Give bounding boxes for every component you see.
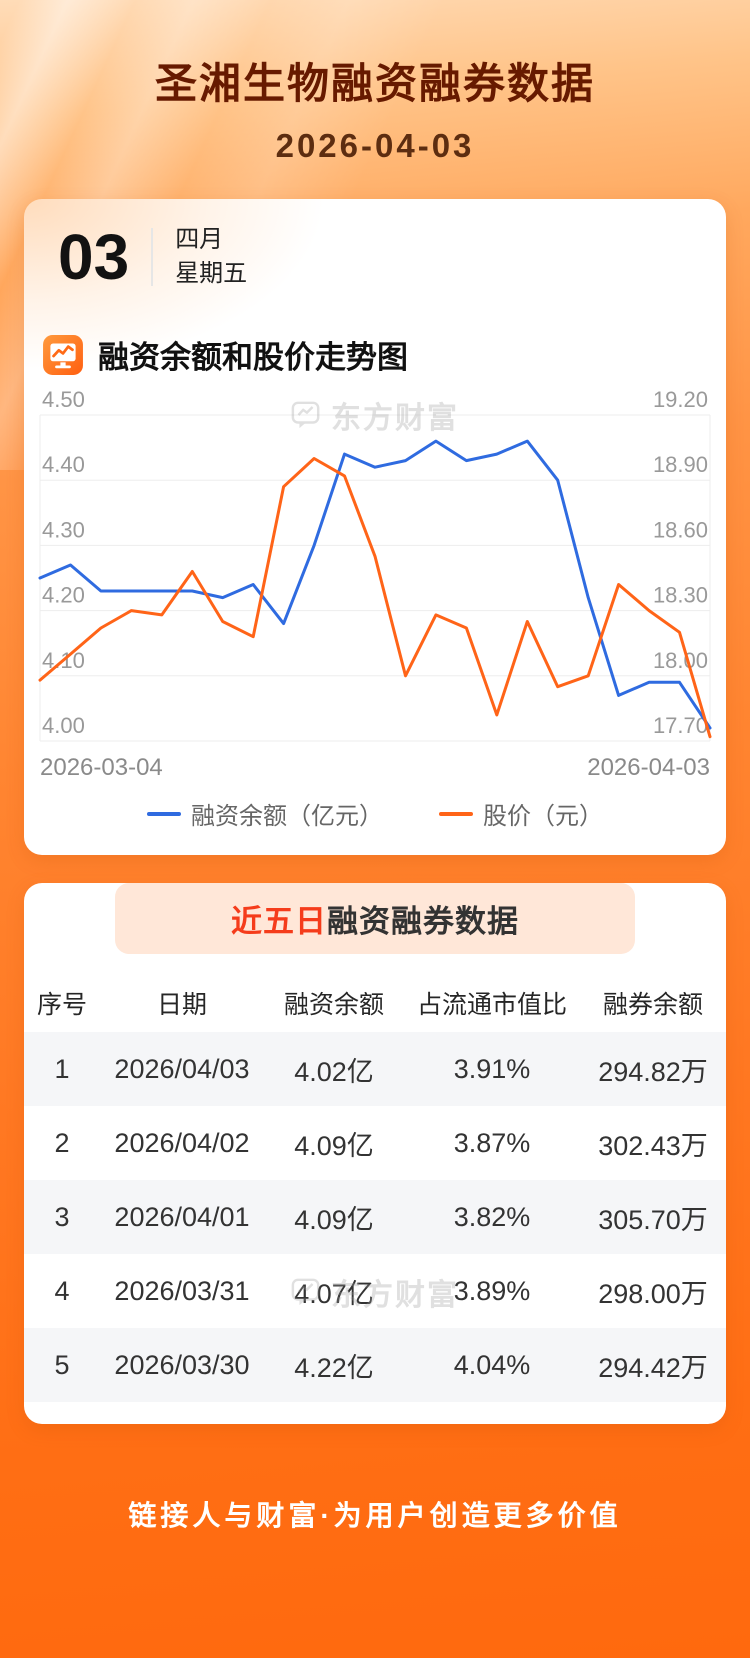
calendar-divider [151, 227, 154, 286]
table-cell: 3.91% [453, 1053, 531, 1084]
table-header-row: 序号 日期 融资余额 占流通市值比 融券余额 [24, 974, 726, 1032]
table-row: 2 2026/04/02 4.09亿 3.87% 302.43万 [24, 1106, 726, 1180]
table-cell: 4.04% [453, 1349, 531, 1380]
svg-text:18.60: 18.60 [653, 518, 708, 543]
footer-slogan: 链接人与财富·为用户创造更多价值 [128, 1500, 622, 1531]
table-row: 5 2026/03/30 4.22亿 4.04% 294.42万 [24, 1328, 726, 1403]
table-cell: 2026/03/30 [114, 1349, 250, 1380]
table-header-cell: 日期 [156, 991, 207, 1020]
table-cell: 294.42万 [598, 1352, 708, 1383]
svg-text:2026-03-04: 2026-03-04 [40, 754, 163, 781]
table-cell: 4.02亿 [294, 1056, 374, 1087]
svg-text:4.50: 4.50 [42, 387, 85, 412]
calendar-weekday: 星期五 [175, 259, 248, 287]
trend-chart: 4.50 19.204.40 18.904.30 18.604.20 18.304.10… [38, 387, 712, 781]
table-cell: 4.09亿 [294, 1130, 374, 1161]
svg-text:4.20: 4.20 [42, 583, 85, 608]
table-header-cell: 占流通市值比 [416, 991, 567, 1020]
svg-text:4.00: 4.00 [42, 713, 85, 738]
table-cell: 2 [54, 1127, 70, 1158]
calendar-day: 03 [58, 220, 130, 293]
chart-area: 东方财富 4.50 19.20 4.40 18.90 4.30 18.60 4.20 18.3… [24, 385, 726, 790]
chart-section-header: 融资余额和股价走势图 [42, 332, 726, 377]
table-cell: 294.82万 [598, 1056, 708, 1087]
table-cell: 3 [54, 1201, 70, 1232]
table-body: 1 2026/04/03 4.02亿 3.91% 294.82万 2 2026/04/02 4… [24, 1032, 726, 1403]
calendar-badge: 03 四月 星期五 [24, 199, 726, 290]
svg-text:19.20: 19.20 [653, 387, 708, 412]
table-title-banner: 近五日融资融券数据 [115, 883, 635, 955]
table-row: 3 2026/04/01 4.09亿 3.82% 305.70万 [24, 1180, 726, 1255]
svg-text:18.00: 18.00 [653, 648, 708, 673]
svg-text:18.90: 18.90 [653, 452, 708, 477]
table-cell: 2026/03/31 [114, 1275, 250, 1306]
legend-line-swatch [147, 811, 181, 816]
legend-item: 股价（元） [439, 796, 603, 831]
legend-label: 融资余额（亿元） [191, 803, 383, 831]
table-cell: 3.89% [453, 1275, 531, 1306]
table-card: 近五日融资融券数据 序号 日期 融资余额 占流通市值比 融券余额 1 2026/04/03… [24, 883, 726, 1425]
table-row: 4 2026/03/31 4.07亿 3.89% 298.00万 [24, 1254, 726, 1328]
table-title-highlight: 近五日 [231, 904, 327, 940]
legend-line-swatch [439, 811, 473, 816]
page-title: 圣湘生物融资融券数据 [154, 60, 595, 107]
table-cell: 298.00万 [598, 1278, 708, 1309]
svg-text:17.70: 17.70 [653, 713, 708, 738]
svg-text:4.40: 4.40 [42, 452, 85, 477]
table-row: 1 2026/04/03 4.02亿 3.91% 294.82万 [24, 1032, 726, 1107]
table-header-cell: 融券余额 [602, 991, 703, 1020]
margin-data-table: 序号 日期 融资余额 占流通市值比 融券余额 1 2026/04/03 4.02亿 3.91%… [24, 974, 726, 1403]
table-title-rest: 融资融券数据 [327, 904, 519, 940]
chart-section-title: 融资余额和股价走势图 [98, 340, 408, 376]
calendar-month-weekday: 四月 星期五 [175, 223, 247, 290]
table-cell: 4.09亿 [294, 1204, 374, 1235]
table-cell: 4.22亿 [294, 1352, 374, 1383]
table-cell: 1 [54, 1053, 70, 1084]
chart-card: 03 四月 星期五 融资余额和股价走势图 [24, 199, 726, 856]
table-header-cell: 序号 [36, 991, 87, 1020]
table-cell: 2026/04/03 [114, 1053, 250, 1084]
page-date: 2026-04-03 [275, 127, 475, 164]
legend-label: 股价（元） [483, 803, 603, 831]
table-cell: 305.70万 [598, 1204, 708, 1235]
svg-text:4.30: 4.30 [42, 518, 85, 543]
table-cell: 4 [54, 1275, 70, 1306]
table-cell: 4.07亿 [294, 1278, 374, 1309]
svg-text:2026-04-03: 2026-04-03 [587, 754, 710, 781]
table-cell: 2026/04/01 [114, 1201, 250, 1232]
svg-text:18.30: 18.30 [653, 583, 708, 608]
legend-item: 融资余额（亿元） [147, 796, 383, 831]
chart-legend: 融资余额（亿元） 股价（元） [24, 796, 726, 831]
table-cell: 302.43万 [598, 1130, 708, 1161]
table-cell: 5 [54, 1349, 70, 1380]
table-header-cell: 融资余额 [283, 991, 384, 1020]
trend-chart-icon [43, 334, 83, 375]
table-cell: 3.82% [453, 1201, 531, 1232]
calendar-month: 四月 [175, 226, 224, 253]
table-cell: 2026/04/02 [114, 1127, 250, 1158]
table-cell: 3.87% [453, 1127, 531, 1158]
